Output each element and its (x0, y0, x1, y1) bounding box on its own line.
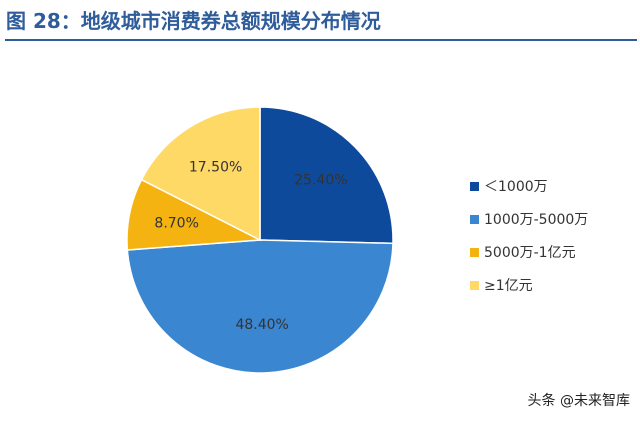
data-label-3: 17.50% (189, 160, 242, 176)
legend-item-1000w-5000w: 1000万-5000万 (470, 211, 589, 228)
legend-item-under-1000w: ＜1000万 (470, 178, 588, 195)
chart-title: 图 28：地级城市消费券总额规模分布情况 (6, 9, 381, 33)
data-label-0: 25.40% (294, 173, 347, 189)
legend-swatch (470, 247, 479, 257)
data-label-1: 48.40% (235, 317, 288, 333)
legend-item-over-1yi: ≥1亿元 (470, 277, 588, 294)
legend-label: 5000万-1亿元 (484, 245, 576, 261)
watermark: 头条 @未来智库 (527, 393, 630, 409)
legend-label: 1000万-5000万 (484, 212, 589, 228)
pie-slice-3 (140, 106, 261, 242)
chart-legend: ＜1000万 1000万-5000万 5000万-1亿元 ≥1亿元 (470, 178, 589, 294)
pie-slice-0 (259, 106, 394, 245)
legend-swatch (470, 181, 479, 191)
legend-swatch (470, 214, 479, 224)
pie-slice-1 (126, 239, 394, 374)
legend-label: ＜1000万 (484, 179, 548, 195)
legend-item-5000w-1yi: 5000万-1亿元 (470, 244, 588, 261)
legend-swatch (470, 280, 479, 290)
legend-label: ≥1亿元 (484, 278, 533, 294)
title-divider (5, 39, 637, 41)
data-label-2: 8.70% (154, 215, 198, 231)
